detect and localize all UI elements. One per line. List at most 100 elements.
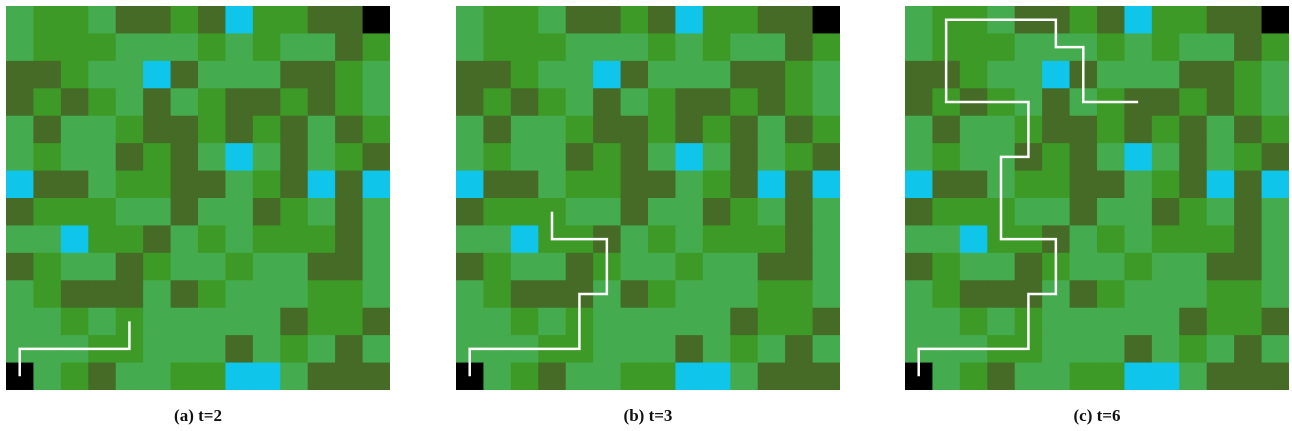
grass-cell bbox=[730, 252, 759, 281]
grass-cell bbox=[1097, 143, 1126, 172]
dense-forest-cell bbox=[785, 362, 814, 390]
forest-cell bbox=[1151, 6, 1180, 35]
grass-cell bbox=[730, 280, 759, 309]
dense-forest-cell bbox=[88, 362, 117, 390]
grass-cell bbox=[905, 280, 934, 309]
dense-forest-cell bbox=[335, 33, 364, 62]
grass-cell bbox=[538, 6, 567, 35]
forest-cell bbox=[565, 170, 594, 199]
forest-cell bbox=[88, 33, 117, 62]
dense-forest-cell bbox=[1179, 170, 1208, 199]
dense-forest-cell bbox=[1069, 198, 1098, 227]
grass-cell bbox=[1069, 307, 1098, 336]
grass-cell bbox=[959, 115, 988, 144]
forest-cell bbox=[620, 6, 649, 35]
grass-cell bbox=[1069, 252, 1098, 281]
grass-cell bbox=[812, 88, 840, 117]
grass-cell bbox=[6, 307, 35, 336]
grass-cell bbox=[280, 252, 309, 281]
grass-cell bbox=[675, 198, 704, 227]
grass-cell bbox=[702, 335, 731, 364]
grass-cell bbox=[1206, 335, 1235, 364]
dense-forest-cell bbox=[88, 280, 117, 309]
grass-cell bbox=[198, 60, 227, 89]
grass-cell bbox=[60, 143, 89, 172]
dense-forest-cell bbox=[225, 335, 254, 364]
grass-cell bbox=[1151, 143, 1180, 172]
endpoint-cell bbox=[362, 6, 390, 35]
grass-cell bbox=[593, 307, 622, 336]
forest-cell bbox=[959, 60, 988, 89]
grid-map bbox=[6, 6, 390, 390]
forest-cell bbox=[198, 225, 227, 254]
forest-cell bbox=[143, 170, 172, 199]
grass-cell bbox=[648, 307, 677, 336]
dense-forest-cell bbox=[1014, 252, 1043, 281]
caption: (c) t=6 bbox=[905, 406, 1289, 426]
forest-cell bbox=[483, 280, 512, 309]
forest-cell bbox=[252, 115, 281, 144]
grass-cell bbox=[1179, 252, 1208, 281]
grass-cell bbox=[6, 225, 35, 254]
dense-forest-cell bbox=[335, 198, 364, 227]
forest-cell bbox=[1179, 335, 1208, 364]
grass-cell bbox=[6, 6, 35, 35]
grass-cell bbox=[225, 307, 254, 336]
grass-cell bbox=[60, 252, 89, 281]
dense-forest-cell bbox=[1042, 115, 1071, 144]
grass-cell bbox=[812, 60, 840, 89]
grass-cell bbox=[1042, 362, 1071, 390]
water-cell bbox=[959, 225, 988, 254]
dense-forest-cell bbox=[593, 115, 622, 144]
forest-cell bbox=[335, 60, 364, 89]
forest-cell bbox=[932, 252, 961, 281]
grass-cell bbox=[170, 252, 199, 281]
forest-cell bbox=[483, 33, 512, 62]
dense-forest-cell bbox=[115, 6, 144, 35]
water-cell bbox=[143, 60, 172, 89]
dense-forest-cell bbox=[620, 143, 649, 172]
forest-cell bbox=[198, 88, 227, 117]
dense-forest-cell bbox=[1206, 252, 1235, 281]
forest-cell bbox=[335, 280, 364, 309]
dense-forest-cell bbox=[335, 362, 364, 390]
grass-cell bbox=[565, 362, 594, 390]
forest-cell bbox=[198, 33, 227, 62]
forest-cell bbox=[785, 280, 814, 309]
grass-cell bbox=[170, 88, 199, 117]
forest-cell bbox=[1234, 143, 1263, 172]
dense-forest-cell bbox=[60, 88, 89, 117]
forest-cell bbox=[538, 33, 567, 62]
dense-forest-cell bbox=[280, 307, 309, 336]
forest-cell bbox=[60, 307, 89, 336]
forest-cell bbox=[648, 88, 677, 117]
dense-forest-cell bbox=[170, 115, 199, 144]
forest-cell bbox=[812, 115, 840, 144]
dense-forest-cell bbox=[252, 88, 281, 117]
water-cell bbox=[1124, 6, 1153, 35]
forest-cell bbox=[33, 252, 62, 281]
forest-cell bbox=[812, 33, 840, 62]
grass-cell bbox=[1014, 33, 1043, 62]
dense-forest-cell bbox=[198, 6, 227, 35]
dense-forest-cell bbox=[593, 88, 622, 117]
grass-cell bbox=[593, 198, 622, 227]
forest-cell bbox=[280, 335, 309, 364]
grass-cell bbox=[648, 143, 677, 172]
forest-cell bbox=[702, 115, 731, 144]
grass-cell bbox=[510, 143, 539, 172]
forest-cell bbox=[1069, 362, 1098, 390]
grass-cell bbox=[538, 307, 567, 336]
grass-cell bbox=[456, 280, 485, 309]
grass-cell bbox=[483, 225, 512, 254]
dense-forest-cell bbox=[115, 143, 144, 172]
grass-cell bbox=[1151, 60, 1180, 89]
dense-forest-cell bbox=[1261, 362, 1289, 390]
grass-cell bbox=[1179, 33, 1208, 62]
forest-cell bbox=[483, 88, 512, 117]
dense-forest-cell bbox=[335, 6, 364, 35]
dense-forest-cell bbox=[730, 143, 759, 172]
dense-forest-cell bbox=[483, 115, 512, 144]
grass-cell bbox=[252, 335, 281, 364]
grass-cell bbox=[362, 198, 390, 227]
